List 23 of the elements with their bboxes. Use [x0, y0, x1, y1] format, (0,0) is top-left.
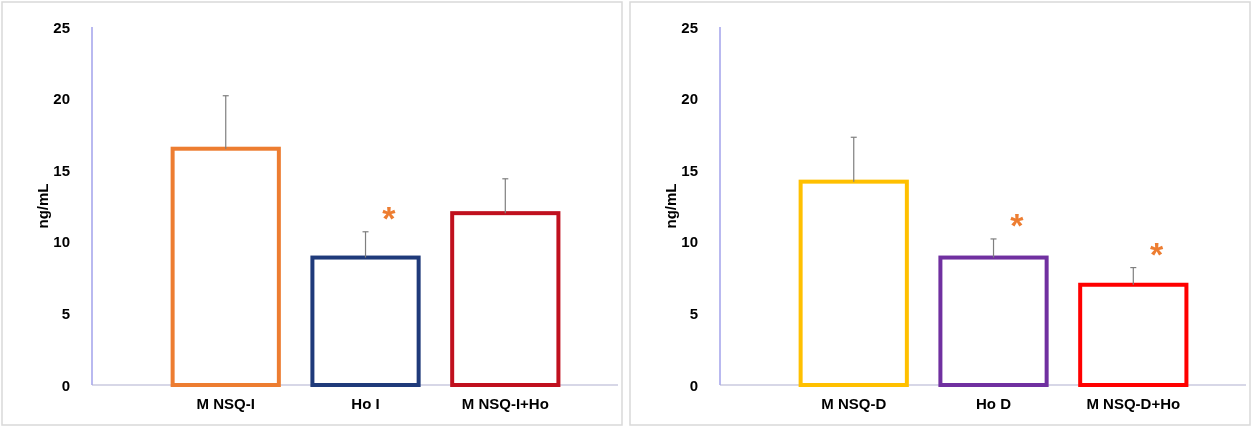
y-tick-label: 20 — [681, 90, 698, 108]
y-tick-label: 10 — [681, 233, 698, 251]
y-tick-label: 15 — [681, 161, 698, 179]
annotation: * — [1150, 234, 1165, 273]
x-tick-label: M NSQ-I+Ho — [461, 395, 549, 412]
annotation: * — [1010, 205, 1025, 244]
y-tick-label: 0 — [689, 376, 698, 394]
y-tick-label: 15 — [53, 161, 70, 179]
y-tick-label: 10 — [53, 233, 70, 251]
y-axis-title: ng/mL — [33, 183, 51, 229]
y-tick-label: 0 — [61, 376, 70, 394]
x-tick-label: Ho D — [976, 395, 1012, 412]
y-tick-label: 5 — [689, 304, 698, 322]
y-tick-label: 25 — [53, 18, 70, 36]
annotation: * — [382, 198, 397, 237]
x-tick-label: Ho I — [351, 395, 380, 412]
x-tick-label: M NSQ-D — [821, 395, 887, 412]
y-tick-label: 20 — [53, 90, 70, 108]
y-tick-label: 5 — [61, 304, 70, 322]
x-tick-label: M NSQ-I — [196, 395, 255, 412]
y-axis-title: ng/mL — [661, 183, 679, 229]
x-tick-label: M NSQ-D+Ho — [1086, 395, 1181, 412]
y-tick-label: 25 — [681, 18, 698, 36]
